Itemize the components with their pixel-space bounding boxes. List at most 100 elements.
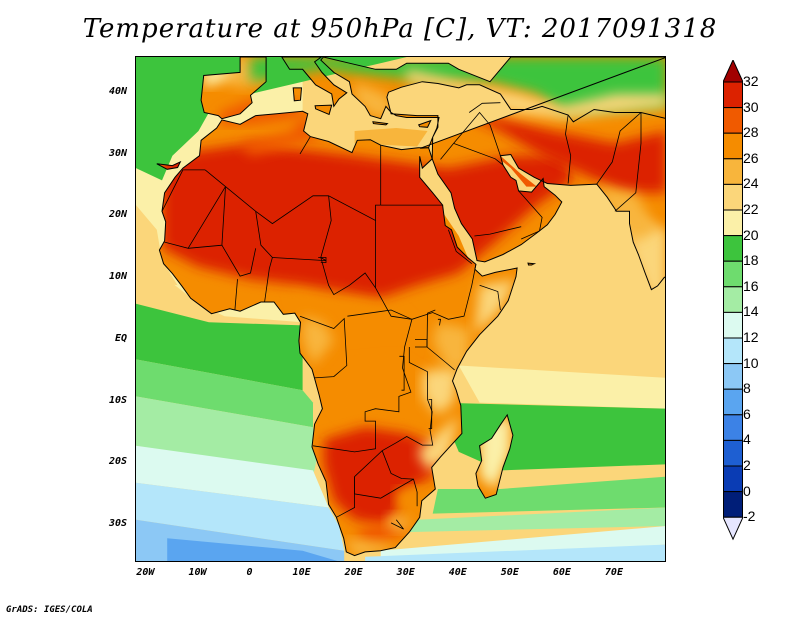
country-border: [161, 169, 206, 212]
colorbar-label: 18: [743, 252, 759, 269]
colorbar-swatch: [723, 439, 743, 467]
country-border: [204, 169, 381, 225]
country-border: [390, 519, 404, 530]
coastline: [527, 262, 537, 266]
colorbar-label: 6: [743, 405, 751, 422]
chart-title: Temperature at 950hPa [C], VT: 201709131…: [82, 14, 718, 44]
country-border: [255, 211, 273, 303]
lat-tick-label: EQ: [114, 332, 127, 344]
colorbar-swatch: [723, 81, 743, 109]
colorbar-label: -2: [743, 508, 756, 525]
country-border: [375, 220, 477, 320]
ocean-temp-band: [136, 303, 303, 391]
lat-tick-label: 20S: [108, 456, 127, 468]
country-border: [596, 112, 642, 185]
country-border: [408, 347, 428, 400]
colorbar-label: 0: [743, 482, 751, 499]
land-temp-region: [323, 359, 428, 428]
ocean-temp-band: [167, 538, 338, 561]
lon-tick-label: 0: [246, 567, 253, 578]
land-temp-region: [474, 279, 516, 335]
ocean-temp-band: [136, 445, 329, 508]
country-border: [426, 346, 455, 371]
lon-tick-label: 20W: [136, 567, 155, 578]
land-temp-region: [458, 112, 665, 193]
lon-tick-label: 20E: [344, 567, 363, 578]
country-border: [518, 190, 543, 240]
coastline: [417, 119, 432, 128]
country-border: [320, 195, 376, 296]
coastline: [372, 121, 389, 126]
colorbar-swatch: [723, 235, 743, 262]
colorbar-swatch: [723, 158, 743, 185]
country-border: [614, 112, 642, 212]
colorbar-swatch: [723, 183, 743, 211]
land-temp-region: [406, 69, 665, 119]
colorbar-label: 4: [743, 431, 751, 448]
country-border: [440, 143, 454, 160]
colorbar: [723, 60, 743, 541]
ocean-temp-band: [380, 526, 665, 561]
colorbar-bottom-arrow: [723, 516, 743, 541]
ocean-temp-band: [458, 365, 665, 409]
credit-text: GrADS: IGES/COLA: [6, 605, 93, 615]
ocean-temp-band: [365, 544, 665, 561]
colorbar-label: 16: [743, 277, 759, 294]
colorbar-swatch: [723, 363, 743, 390]
ocean-temp-band: [136, 396, 319, 477]
country-border: [453, 143, 504, 166]
country-border: [354, 476, 414, 499]
colorbar-label: 30: [743, 98, 759, 115]
colorbar-label: 14: [743, 303, 759, 320]
coastline: [320, 57, 665, 291]
country-border: [399, 355, 405, 391]
coastline: [475, 413, 514, 499]
country-border: [415, 339, 428, 348]
coastline: [292, 87, 303, 102]
land-temp-region: [396, 489, 428, 514]
coastline: [314, 104, 333, 116]
country-border: [188, 186, 226, 249]
colorbar-label: 22: [743, 201, 759, 217]
colorbar-top-arrow: [723, 60, 743, 83]
temperature-map: [136, 57, 665, 561]
lon-tick-label: 50E: [500, 567, 519, 578]
land-temp-region: [240, 112, 324, 156]
land-temp-region: [432, 322, 470, 372]
country-border: [453, 111, 501, 156]
colorbar-swatch: [723, 209, 743, 237]
colorbar-label: 20: [743, 226, 759, 243]
lat-tick-label: 30S: [108, 517, 127, 529]
colorbar-swatch: [723, 414, 743, 441]
lon-tick-label: 60E: [552, 567, 571, 578]
colorbar-label: 2: [743, 457, 751, 473]
ocean-temp-band: [136, 482, 345, 551]
coastline: [200, 57, 267, 120]
country-border: [318, 257, 327, 263]
country-border: [468, 102, 501, 113]
country-border: [426, 309, 436, 348]
country-border: [234, 279, 238, 311]
coastline: [156, 160, 182, 170]
country-border: [299, 315, 348, 379]
lon-tick-label: 40E: [448, 567, 467, 578]
country-border: [221, 244, 257, 277]
colorbar-swatch: [723, 337, 743, 365]
colorbar-label: 28: [743, 124, 759, 141]
lat-tick-label: 40N: [108, 86, 127, 98]
ocean-temp-band: [406, 507, 665, 533]
country-border: [428, 399, 433, 429]
land-temp-region: [250, 57, 665, 113]
lat-tick-label: 20N: [108, 209, 127, 221]
colorbar-swatch: [723, 107, 743, 134]
lon-tick-label: 10W: [188, 567, 207, 578]
country-border: [381, 450, 418, 507]
coastline-borders: [156, 57, 665, 557]
colorbar-swatch: [723, 388, 743, 416]
lon-tick-label: 30E: [396, 567, 415, 578]
colorbar-label: 8: [743, 380, 751, 397]
colorbar-swatch: [723, 260, 743, 288]
country-border: [565, 114, 572, 184]
colorbar-label: 24: [743, 175, 759, 192]
country-border: [312, 309, 413, 453]
